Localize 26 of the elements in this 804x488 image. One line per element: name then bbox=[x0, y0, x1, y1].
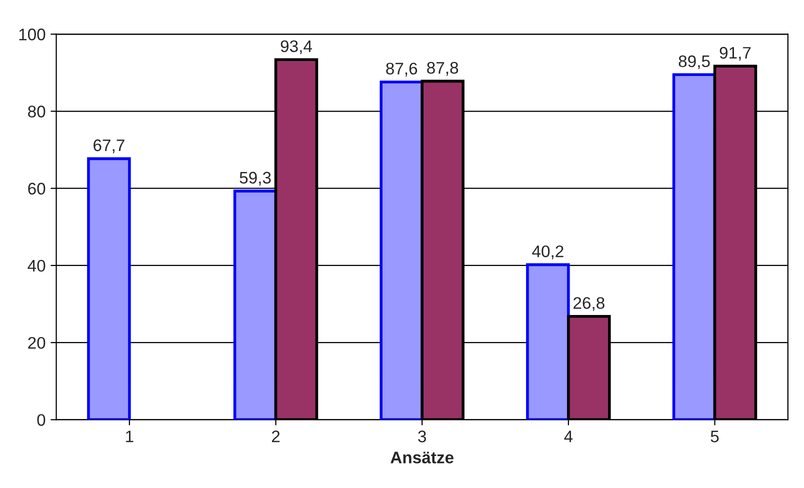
data-label: 67,7 bbox=[94, 139, 124, 154]
x-axis-title: Ansätze bbox=[390, 452, 454, 464]
x-tick-label: 5 bbox=[710, 430, 719, 442]
y-tick-label: 80 bbox=[28, 106, 46, 118]
x-tick-label: 1 bbox=[126, 430, 134, 442]
bar bbox=[672, 73, 716, 420]
data-label: 87,8 bbox=[427, 62, 458, 76]
bar bbox=[380, 80, 424, 420]
y-tick-label: 20 bbox=[28, 336, 46, 349]
y-tick-label: 0 bbox=[37, 414, 46, 426]
y-tick-label: 100 bbox=[19, 28, 46, 40]
x-tick-label: 3 bbox=[418, 430, 426, 442]
data-label: 89,5 bbox=[678, 55, 710, 70]
data-label: 91,7 bbox=[720, 46, 751, 61]
x-tick-label: 4 bbox=[564, 430, 573, 442]
data-label: 59,3 bbox=[240, 172, 271, 186]
bar bbox=[87, 157, 131, 420]
bar bbox=[233, 190, 278, 420]
data-label: 87,6 bbox=[386, 62, 418, 76]
y-tick-label: 60 bbox=[28, 182, 46, 195]
y-tick-label: 40 bbox=[28, 260, 46, 272]
data-label: 93,4 bbox=[280, 40, 312, 54]
data-label: 26,8 bbox=[574, 297, 604, 311]
bar bbox=[526, 263, 570, 420]
data-label: 40,2 bbox=[532, 245, 564, 260]
x-tick-label: 2 bbox=[272, 430, 280, 442]
